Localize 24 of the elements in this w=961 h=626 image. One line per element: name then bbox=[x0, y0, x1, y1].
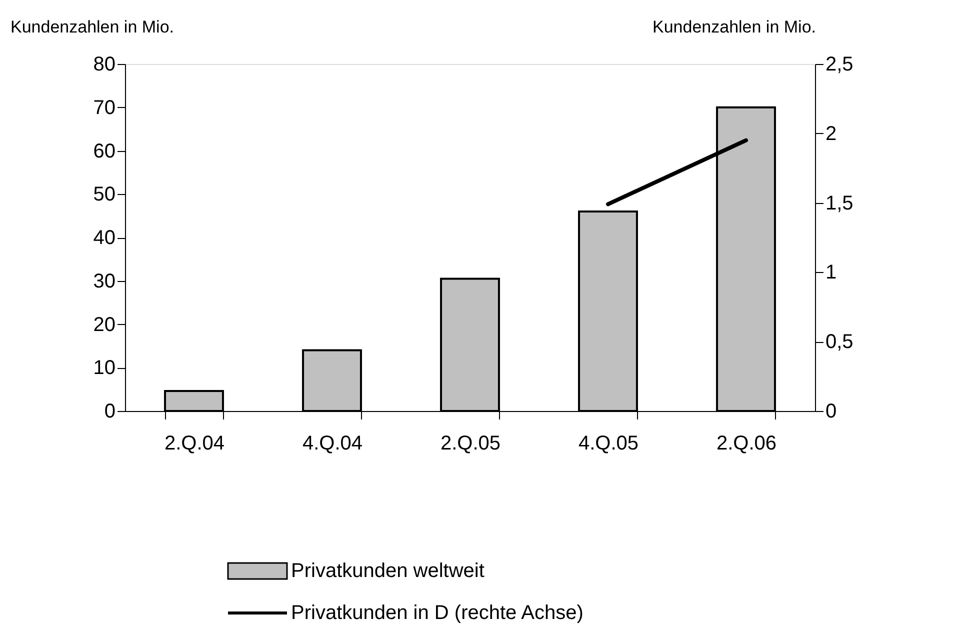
y-tick-label: 60 bbox=[93, 140, 116, 162]
x-tick-label: 2.Q.06 bbox=[716, 432, 777, 454]
y2-tick-label: 1 bbox=[826, 262, 837, 284]
y2-axis-title: Kundenzahlen in Mio. bbox=[652, 18, 816, 36]
y-tick-label: 0 bbox=[104, 400, 116, 422]
x-tick-label: 4.Q.05 bbox=[578, 432, 639, 454]
y2-tick-label: 1,5 bbox=[826, 192, 854, 214]
legend-label: Privatkunden in D (rechte Achse) bbox=[291, 602, 584, 624]
y-tick-label: 30 bbox=[93, 270, 116, 292]
y-axis-title: Kundenzahlen in Mio. bbox=[10, 18, 174, 36]
y-tick-label: 10 bbox=[93, 357, 116, 380]
y-tick-label: 20 bbox=[93, 314, 116, 336]
y-tick-label: 40 bbox=[93, 227, 116, 249]
y2-tick-label: 2 bbox=[826, 122, 837, 145]
legend-label: Privatkunden weltweit bbox=[291, 560, 485, 582]
x-tick-label: 2.Q.04 bbox=[164, 432, 225, 454]
y-tick-label: 70 bbox=[93, 96, 116, 119]
x-tick-label: 2.Q.05 bbox=[440, 432, 501, 454]
y-tick-label: 80 bbox=[93, 54, 116, 76]
y2-tick-label: 0,5 bbox=[826, 331, 854, 354]
y2-tick-label: 2,5 bbox=[826, 54, 854, 76]
y-tick-label: 50 bbox=[93, 184, 116, 206]
y2-tick-label: 0 bbox=[826, 400, 837, 422]
x-tick-label: 4.Q.04 bbox=[302, 432, 363, 454]
